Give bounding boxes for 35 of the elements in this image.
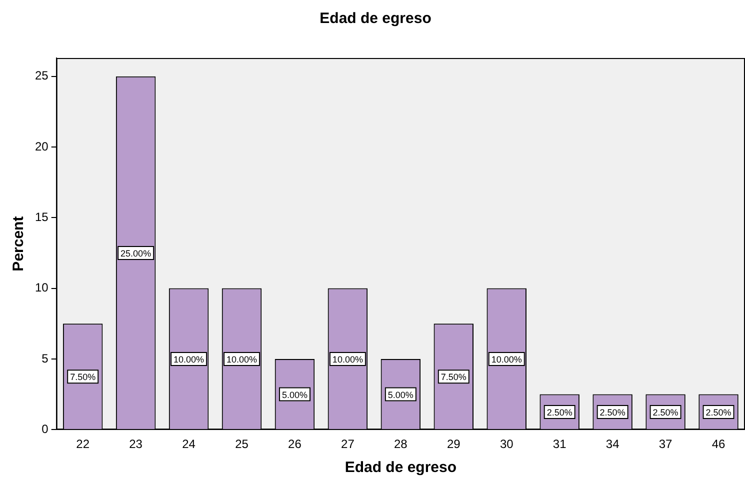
data-label: 2.50%	[706, 407, 732, 418]
y-tick-label: 0	[42, 422, 49, 436]
x-tick-label: 24	[182, 437, 196, 452]
x-tick-label: 22	[76, 437, 90, 452]
chart-title: Edad de egreso	[320, 10, 432, 28]
data-label: 2.50%	[652, 407, 678, 418]
x-tick-label: 26	[288, 437, 302, 452]
x-tick-label: 46	[712, 437, 726, 452]
x-tick-label: 25	[235, 437, 249, 452]
data-label: 2.50%	[546, 407, 572, 418]
x-tick-label: 37	[658, 437, 673, 452]
y-axis-title: Percent	[10, 216, 28, 272]
x-tick-label: 28	[394, 437, 408, 452]
y-tick-label: 5	[42, 351, 49, 366]
x-tick-label: 30	[500, 437, 514, 452]
y-tick-label: 10	[34, 280, 49, 295]
data-label: 25.00%	[120, 248, 152, 258]
data-label: 10.00%	[491, 354, 522, 364]
data-label: 10.00%	[332, 354, 363, 364]
x-tick-label: 29	[446, 437, 461, 452]
data-label: 10.00%	[174, 354, 204, 364]
y-tick-label: 15	[34, 210, 49, 224]
data-label: 7.50%	[70, 372, 96, 382]
data-label: 2.50%	[600, 407, 626, 418]
x-tick-label: 34	[606, 437, 620, 452]
x-tick-label: 27	[341, 437, 355, 452]
x-tick-label: 23	[129, 437, 143, 452]
y-tick-label: 25	[34, 68, 49, 83]
data-label: 5.00%	[282, 390, 308, 400]
x-tick-label: 31	[552, 437, 567, 452]
y-tick-label: 20	[34, 139, 49, 154]
x-axis-title: Edad de egreso	[344, 459, 457, 476]
data-label: 5.00%	[388, 390, 414, 400]
data-label: 7.50%	[440, 372, 466, 382]
data-label: 10.00%	[226, 354, 258, 364]
